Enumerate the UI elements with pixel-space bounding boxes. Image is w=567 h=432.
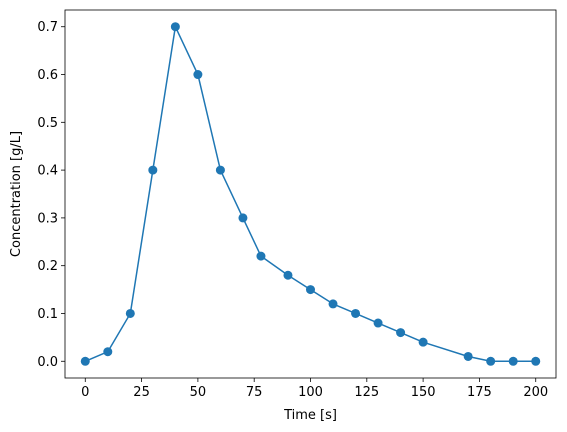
x-axis-ticks: 0 25 50 75 100 125 150 175 200: [81, 378, 548, 400]
x-tick-label: 200: [523, 385, 548, 400]
data-point: [256, 251, 266, 261]
x-tick-label: 75: [246, 385, 263, 400]
y-tick-label: 0.7: [37, 20, 58, 35]
x-tick-label: 100: [298, 385, 323, 400]
data-point: [531, 356, 541, 366]
series-line: [84, 25, 536, 363]
x-tick-label: 0: [81, 385, 89, 400]
y-tick-label: 0.1: [37, 307, 58, 322]
x-tick-label: 150: [411, 385, 436, 400]
data-point: [283, 270, 293, 280]
y-tick-label: 0.5: [37, 116, 58, 131]
y-tick-label: 0.0: [37, 355, 58, 370]
data-point: [193, 70, 203, 80]
data-point: [103, 347, 113, 357]
y-axis-ticks: 0.0 0.1 0.2 0.3 0.4 0.5 0.6 0.7: [37, 20, 65, 370]
data-point: [170, 22, 180, 32]
data-point: [463, 351, 473, 361]
y-tick-label: 0.2: [37, 259, 58, 274]
data-point: [396, 328, 406, 338]
data-point: [148, 165, 158, 175]
data-point: [486, 356, 496, 366]
y-axis-label: Concentration [g/L]: [9, 131, 24, 257]
data-point: [125, 308, 135, 318]
data-point: [215, 165, 225, 175]
data-point: [328, 299, 338, 309]
plot-frame: [64, 9, 557, 379]
data-point: [418, 337, 428, 347]
data-point: [238, 213, 248, 223]
y-tick-label: 0.4: [37, 164, 58, 179]
x-tick-label: 50: [190, 385, 207, 400]
data-point: [306, 285, 315, 295]
data-point: [351, 308, 361, 318]
data-point: [80, 356, 90, 366]
y-tick-label: 0.3: [37, 211, 58, 226]
x-tick-label: 25: [133, 385, 150, 400]
data-point: [508, 356, 518, 366]
y-tick-label: 0.6: [37, 68, 58, 83]
x-tick-label: 175: [467, 385, 492, 400]
plot-area: [80, 22, 541, 366]
x-tick-label: 125: [354, 385, 379, 400]
data-point: [373, 318, 383, 328]
x-axis-label: Time [s]: [283, 408, 337, 423]
